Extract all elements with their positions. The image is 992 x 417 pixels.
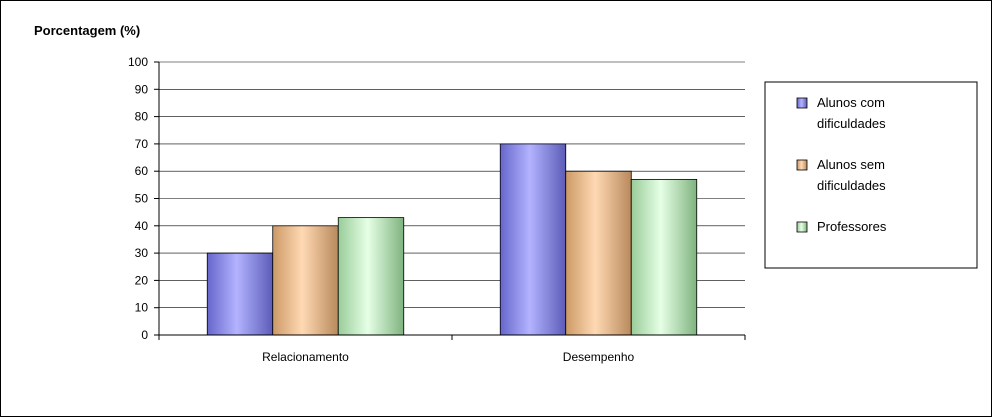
bar-relacionamento-1: [206, 252, 274, 336]
bar-desempenho-1: [499, 143, 567, 336]
legend-label: Alunos sem: [817, 157, 885, 172]
y-tick-label: 20: [135, 273, 149, 287]
y-tick-label: 60: [135, 164, 149, 178]
legend-label: dificuldades: [817, 178, 886, 193]
legend-box: [764, 81, 978, 269]
y-tick-label: 90: [135, 82, 149, 96]
y-tick-labels: 0 10 20 30 40 50 60 70 80 90 100: [128, 55, 148, 342]
bar-desempenho-3: [630, 178, 698, 336]
legend-swatch: [796, 221, 808, 233]
legend: Alunos com dificuldades Alunos sem dificuld…: [796, 95, 887, 234]
legend-label: dificuldades: [817, 116, 886, 131]
x-tick-labels: Relacionamento Desempenho: [262, 350, 634, 364]
legend-swatch: [796, 159, 808, 171]
y-tick-label: 0: [141, 328, 148, 342]
legend-label: Alunos com: [817, 95, 885, 110]
y-tick-label: 10: [135, 301, 149, 315]
x-tick-label: Relacionamento: [262, 350, 349, 364]
y-axis-label: Porcentagem (%): [34, 23, 140, 38]
y-tick-label: 50: [135, 192, 149, 206]
y-tick-label: 30: [135, 246, 149, 260]
bar-relacionamento-2: [272, 225, 339, 336]
y-tick-label: 100: [128, 55, 148, 69]
legend-label: Professores: [817, 219, 887, 234]
bar-relacionamento-3: [337, 217, 405, 336]
bar-desempenho-2: [565, 170, 632, 336]
bars: [206, 143, 698, 336]
axes: [154, 61, 746, 340]
x-tick-label: Desempenho: [563, 350, 635, 364]
legend-swatch: [796, 97, 808, 109]
y-tick-label: 70: [135, 137, 149, 151]
y-tick-label: 80: [135, 110, 149, 124]
y-tick-label: 40: [135, 219, 149, 233]
